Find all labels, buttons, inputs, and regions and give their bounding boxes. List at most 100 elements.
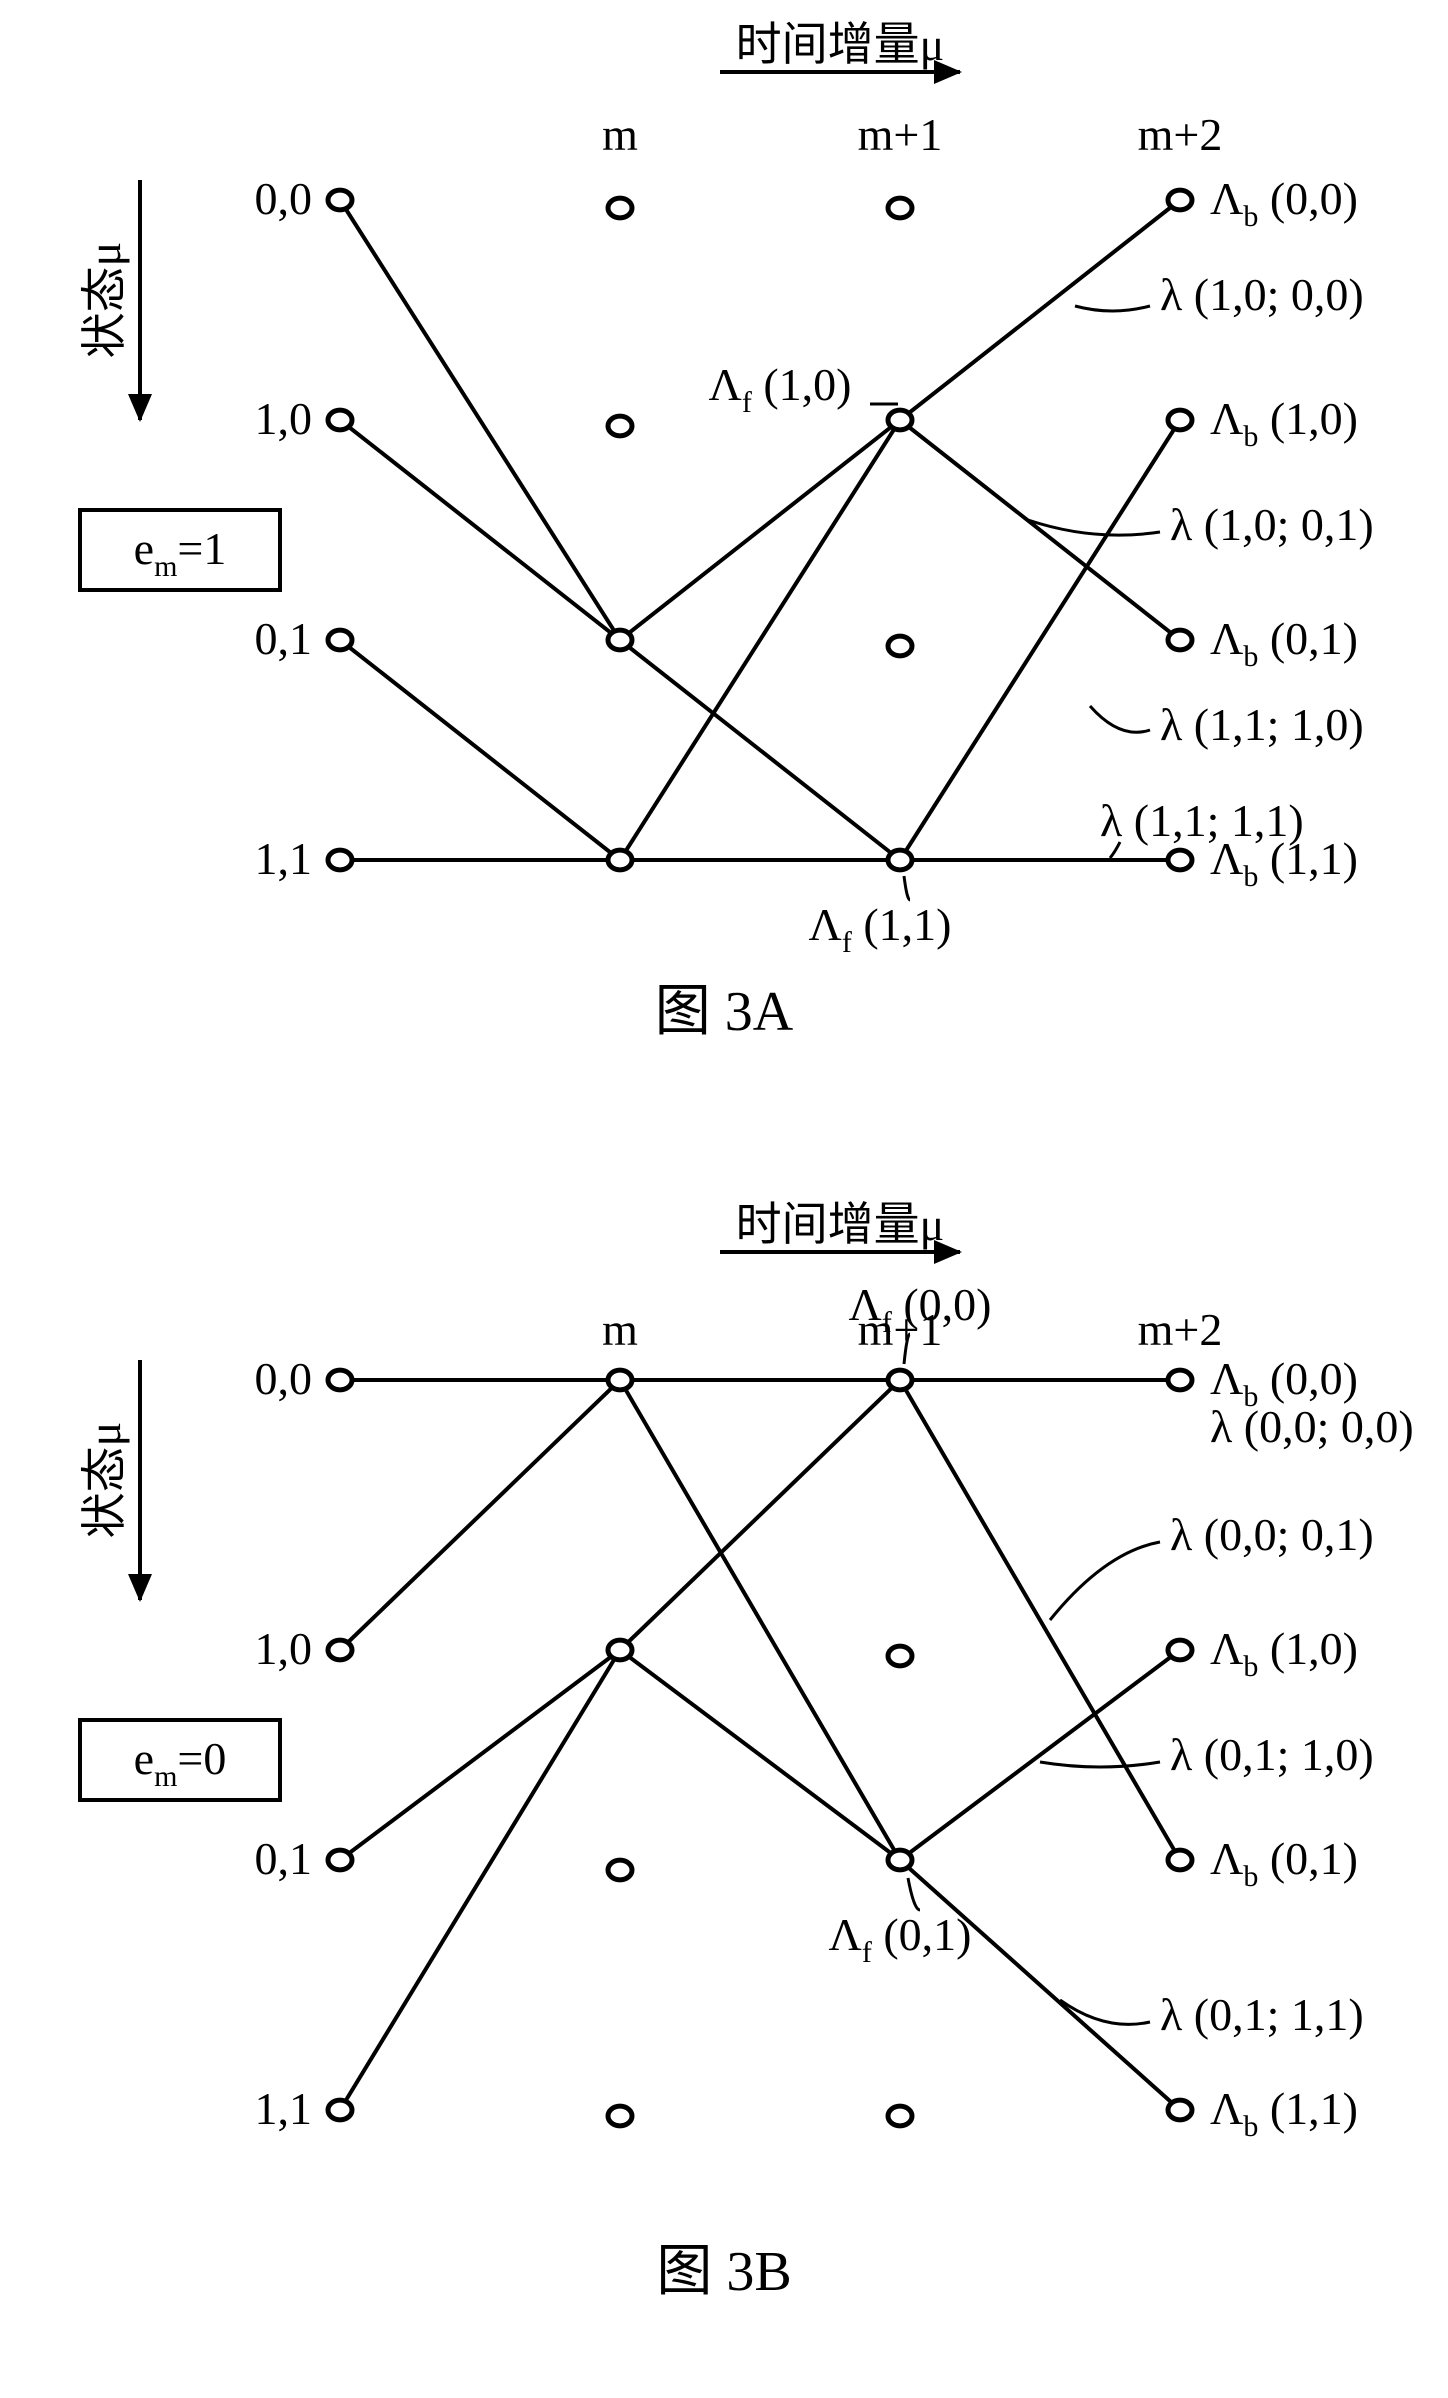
- trellis-edge: [340, 420, 620, 640]
- lambda-f-label: Λf (0,1): [829, 1909, 972, 1969]
- column-label: m+1: [858, 109, 943, 160]
- arrowhead-icon: [128, 394, 152, 422]
- trellis-node: [328, 1850, 352, 1870]
- trellis-node: [608, 850, 632, 870]
- trellis-node: [888, 2106, 912, 2126]
- transition-label: λ (1,1; 1,0): [1160, 699, 1364, 750]
- arrowhead-icon: [934, 60, 962, 84]
- trellis-node: [608, 2106, 632, 2126]
- arrowhead-icon: [934, 1240, 962, 1264]
- state-label: 1,1: [255, 833, 313, 884]
- trellis-node: [1168, 410, 1192, 430]
- trellis-node: [608, 416, 632, 436]
- trellis-node: [1168, 1640, 1192, 1660]
- trellis-node: [1168, 190, 1192, 210]
- leader-line: [1090, 706, 1150, 732]
- lambda-b-label: Λb (1,0): [1210, 1623, 1358, 1683]
- condition-label: em=0: [134, 1733, 227, 1793]
- lambda-b-label: Λb (1,0): [1210, 393, 1358, 453]
- transition-label: λ (0,1; 1,0): [1170, 1729, 1374, 1780]
- lambda-b-label: Λb (1,1): [1210, 2083, 1358, 2143]
- leader-line: [1040, 1762, 1160, 1767]
- state-label: 0,0: [255, 173, 313, 224]
- transition-label: λ (1,0; 0,1): [1170, 499, 1374, 550]
- trellis-edge: [340, 200, 620, 640]
- trellis-edge: [900, 1380, 1180, 1860]
- column-label: m+2: [1138, 1304, 1223, 1355]
- column-label: m: [602, 109, 638, 160]
- trellis-edge: [620, 1380, 900, 1860]
- condition-label: em=1: [134, 523, 227, 583]
- figure-3b: 时间增量μ状态μmm+1m+20,01,00,11,1em=0Λb (0,0)Λ…: [0, 1180, 1448, 2320]
- state-label: 0,1: [255, 1833, 313, 1884]
- trellis-node: [608, 1640, 632, 1660]
- edges: [340, 200, 1180, 860]
- y-axis-title: 状态μ: [79, 242, 130, 359]
- transition-label: λ (0,0; 0,1): [1170, 1509, 1374, 1560]
- transition-label: λ (0,0; 0,0): [1210, 1401, 1414, 1452]
- trellis-edge: [900, 1650, 1180, 1860]
- trellis-node: [328, 630, 352, 650]
- column-label: m: [602, 1304, 638, 1355]
- trellis-node: [888, 850, 912, 870]
- trellis-node: [888, 1646, 912, 1666]
- trellis-node: [888, 410, 912, 430]
- trellis-node: [1168, 850, 1192, 870]
- trellis-node: [328, 410, 352, 430]
- trellis-edge: [340, 1380, 620, 1650]
- trellis-edge: [620, 1650, 900, 1860]
- state-label: 1,0: [255, 1623, 313, 1674]
- y-axis-title: 状态μ: [79, 1422, 130, 1539]
- trellis-node: [888, 636, 912, 656]
- trellis-node: [1168, 1850, 1192, 1870]
- trellis-edge: [620, 1380, 900, 1650]
- state-label: 1,0: [255, 393, 313, 444]
- trellis-node: [608, 630, 632, 650]
- trellis-node: [1168, 2100, 1192, 2120]
- trellis-edge: [340, 1650, 620, 2110]
- leader-line: [1050, 1542, 1160, 1620]
- trellis-node: [328, 2100, 352, 2120]
- leader-line: [1060, 2000, 1150, 2024]
- trellis-edge: [620, 640, 900, 860]
- transition-label: λ (1,0; 0,0): [1160, 269, 1364, 320]
- x-axis-title: 时间增量μ: [736, 19, 945, 70]
- trellis-node: [328, 1370, 352, 1390]
- lambda-f-label: Λf (1,0): [709, 359, 852, 419]
- trellis-node: [888, 1850, 912, 1870]
- transition-label: λ (1,1; 1,1): [1100, 795, 1304, 846]
- leader-line: [1028, 520, 1160, 535]
- trellis-node: [328, 850, 352, 870]
- trellis-edge: [900, 420, 1180, 640]
- lambda-b-label: Λb (0,1): [1210, 613, 1358, 673]
- state-label: 0,0: [255, 1353, 313, 1404]
- column-label: m+2: [1138, 109, 1223, 160]
- lambda-f-label: Λf (1,1): [809, 899, 952, 959]
- state-label: 1,1: [255, 2083, 313, 2134]
- edges: [340, 1380, 1180, 2110]
- trellis-node: [888, 1370, 912, 1390]
- trellis-edge: [620, 420, 900, 860]
- trellis-node: [328, 1640, 352, 1660]
- x-axis-title: 时间增量μ: [736, 1199, 945, 1250]
- arrowhead-icon: [128, 1574, 152, 1602]
- lambda-b-label: Λb (0,1): [1210, 1833, 1358, 1893]
- trellis-node: [1168, 630, 1192, 650]
- trellis-node: [1168, 1370, 1192, 1390]
- lambda-b-label: Λb (0,0): [1210, 173, 1358, 233]
- trellis-node: [608, 1370, 632, 1390]
- trellis-node: [608, 1860, 632, 1880]
- trellis-edge: [340, 1650, 620, 1860]
- leader-line: [908, 1878, 920, 1910]
- trellis-node: [608, 198, 632, 218]
- state-label: 0,1: [255, 613, 313, 664]
- leader-line: [1075, 306, 1150, 311]
- leader-line: [904, 876, 910, 900]
- trellis-node: [328, 190, 352, 210]
- figure-caption: 图 3A: [655, 981, 794, 1043]
- page: 时间增量μ 状态μ m m+1 m+2 0,0 1,0 0,1 1,1 em=1 Λb (0,0) Λ…: [0, 0, 1448, 2398]
- trellis-edge: [620, 420, 900, 640]
- figure-caption: 图 3B: [656, 2241, 791, 2303]
- trellis-edge: [900, 1860, 1180, 2110]
- trellis-node: [888, 198, 912, 218]
